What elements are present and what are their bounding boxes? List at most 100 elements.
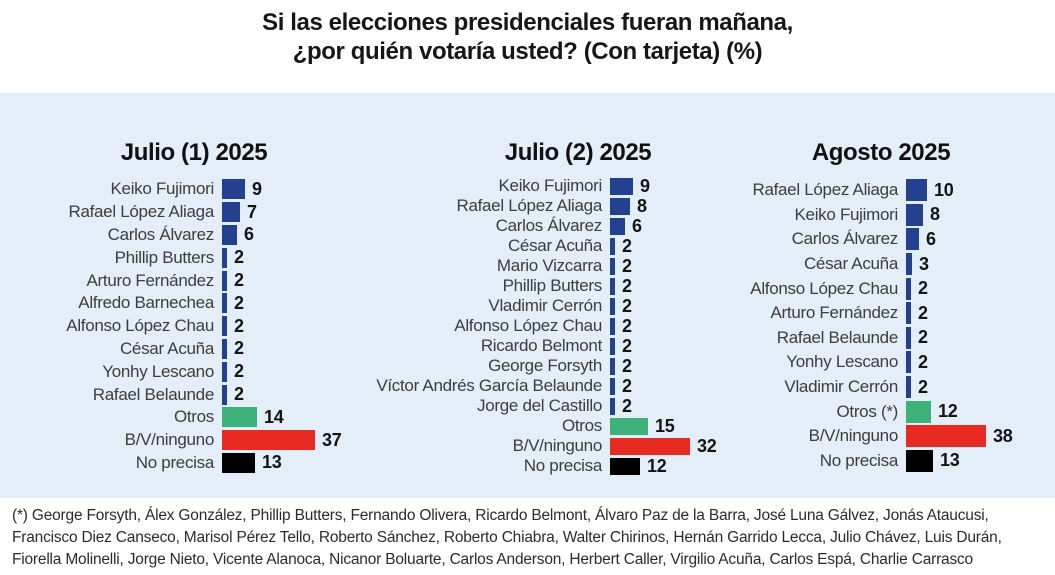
row-bar — [610, 377, 615, 395]
chart-row: George Forsyth 2 — [350, 356, 716, 376]
row-label: Carlos Álvarez — [107, 224, 215, 244]
row-label: Otros — [173, 407, 214, 427]
row-value: 2 — [234, 270, 244, 291]
row-label: Rafael López Aliaga — [752, 180, 898, 200]
row-bar — [222, 224, 237, 245]
row-bar — [222, 202, 240, 223]
row-bar — [906, 179, 927, 202]
chart-row: Mario Vizcarra 2 — [350, 256, 716, 276]
row-label: Alfonso López Chau — [454, 316, 602, 335]
row-bar — [906, 203, 923, 226]
row-label: Alfonso López Chau — [750, 278, 898, 298]
row-bar — [610, 297, 615, 315]
chart-row: César Acuña 3 — [700, 252, 1012, 277]
row-bar — [222, 430, 315, 451]
row-value: 37 — [322, 429, 342, 450]
chart-row: B/V/ninguno 37 — [18, 429, 342, 452]
chart-row: No precisa 12 — [350, 456, 716, 476]
row-value: 8 — [930, 204, 940, 225]
row-bar — [222, 293, 227, 314]
row-label: César Acuña — [507, 236, 602, 255]
row-value: 32 — [697, 435, 717, 456]
chart-row: Rafael López Aliaga 10 — [700, 178, 1012, 203]
chart-row: Vladimir Cerrón 2 — [350, 296, 716, 316]
chart-row: Rafael Belaunde 2 — [700, 326, 1012, 351]
row-value: 2 — [918, 327, 928, 348]
row-value: 2 — [622, 315, 632, 336]
row-value: 2 — [622, 375, 632, 396]
row-label: Arturo Fernández — [86, 270, 215, 290]
row-bar — [610, 437, 690, 455]
row-bar — [906, 425, 986, 448]
row-bar — [610, 257, 615, 275]
row-bar — [222, 316, 227, 337]
page-title: Si las elecciones presidenciales fueran … — [0, 8, 1055, 66]
chart-row: Arturo Fernández 2 — [18, 269, 341, 292]
row-label: B/V/ninguno — [124, 430, 215, 450]
footnote: (*) George Forsyth, Álex González, Phill… — [12, 507, 1002, 568]
chart-row: Arturo Fernández 2 — [700, 301, 1012, 326]
row-bar — [222, 361, 227, 382]
row-bar — [906, 277, 911, 300]
row-bar — [906, 400, 931, 423]
row-bar — [222, 407, 257, 428]
chart-row: Rafael López Aliaga 7 — [18, 201, 341, 224]
chart-row: Phillip Butters 2 — [18, 246, 341, 269]
row-value: 8 — [637, 195, 647, 216]
row-bar — [222, 270, 227, 291]
row-label: Phillip Butters — [502, 276, 603, 295]
page-title-line1: Si las elecciones presidenciales fueran … — [262, 9, 793, 36]
row-bar — [610, 357, 615, 375]
row-value: 2 — [622, 355, 632, 376]
row-label: Phillip Butters — [114, 247, 215, 267]
row-value: 13 — [262, 452, 282, 473]
row-bar — [906, 376, 911, 399]
chart-row: Otros 14 — [18, 406, 341, 429]
row-label: No precisa — [523, 456, 603, 475]
row-bar — [610, 177, 633, 195]
row-label: César Acuña — [119, 338, 214, 358]
column-header-agosto: Agosto 2025 — [811, 139, 951, 166]
row-label: Rafael López Aliaga — [68, 202, 214, 222]
row-label: B/V/ninguno — [512, 436, 603, 455]
row-label: Yonhy Lescano — [102, 361, 214, 381]
row-value: 2 — [622, 255, 632, 276]
chart-row: Alfredo Barnechea 2 — [18, 292, 341, 315]
row-value: 2 — [234, 247, 244, 268]
chart-row: Alfonso López Chau 2 — [700, 276, 1012, 301]
row-bar — [610, 397, 615, 415]
row-value: 2 — [234, 384, 244, 405]
row-value: 2 — [918, 376, 928, 397]
chart-row: Carlos Álvarez 6 — [350, 216, 716, 236]
row-value: 2 — [234, 292, 244, 313]
column-header-julio2: Julio (2) 2025 — [504, 139, 652, 166]
row-label: Carlos Álvarez — [791, 229, 899, 249]
row-value: 2 — [234, 361, 244, 382]
row-label: Otros (*) — [836, 401, 898, 421]
row-label: Otros — [561, 416, 602, 435]
row-label: No precisa — [135, 452, 215, 472]
row-value: 9 — [252, 178, 262, 199]
row-value: 2 — [622, 395, 632, 416]
row-label: Rafael Belaunde — [776, 327, 899, 347]
row-value: 7 — [247, 201, 257, 222]
row-bar — [610, 417, 648, 435]
chart-row: No precisa 13 — [700, 449, 1012, 474]
chart-row: Víctor Andrés García Belaunde 2 — [350, 376, 716, 396]
row-label: Keiko Fujimori — [498, 176, 603, 195]
row-bar — [610, 217, 625, 235]
row-bar — [906, 449, 933, 472]
column-header-julio1: Julio (1) 2025 — [120, 139, 268, 166]
chart-row: César Acuña 2 — [18, 338, 341, 361]
row-label: Keiko Fujimori — [110, 179, 215, 199]
row-bar — [222, 452, 255, 473]
row-label: Víctor Andrés García Belaunde — [376, 376, 602, 395]
row-label: César Acuña — [803, 254, 898, 274]
row-bar — [222, 338, 227, 359]
chart-row: César Acuña 2 — [350, 236, 716, 256]
row-bar — [610, 277, 615, 295]
chart-row: Otros (*) 12 — [700, 399, 1012, 424]
row-value: 2 — [622, 295, 632, 316]
row-value: 2 — [918, 278, 928, 299]
row-label: Alfonso López Chau — [66, 316, 214, 336]
